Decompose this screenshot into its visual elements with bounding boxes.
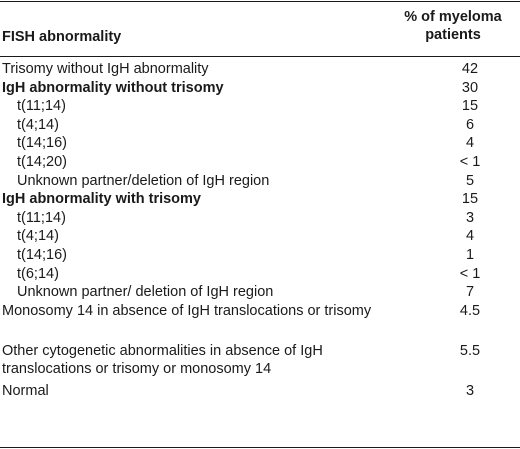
header-fish-abnormality: FISH abnormality [2, 29, 122, 45]
table-row: t(11;14) 15 [0, 97, 520, 116]
row-label: Unknown partner/ deletion of IgH region [17, 284, 274, 301]
table-row: t(4;14) 4 [0, 227, 520, 246]
row-label: t(14;20) [17, 153, 67, 170]
row-label: t(4;14) [17, 228, 59, 245]
row-label: Trisomy without IgH abnormality [2, 61, 209, 77]
table-row: t(14;20) < 1 [0, 153, 520, 172]
row-value: 5 [465, 172, 475, 189]
row-label: Normal [2, 382, 49, 399]
table-row: t(14;16) 4 [0, 134, 520, 153]
row-label: t(14;16) [17, 135, 67, 152]
row-label: Unknown partner/deletion of IgH region [17, 172, 270, 189]
row-value: < 1 [459, 153, 481, 170]
row-label: Other cytogenetic abnormalities in absen… [2, 342, 323, 377]
table-row: Normal 3 [0, 382, 520, 401]
header-percent-line1: % of myeloma [404, 9, 502, 25]
row-value: 1 [465, 246, 475, 263]
row-value: 3 [465, 209, 475, 226]
row-value: 6 [465, 116, 475, 133]
table-body: Trisomy without IgH abnormality 42 IgH abn… [0, 60, 520, 400]
table-row: t(6;14) < 1 [0, 265, 520, 284]
row-label: t(4;14) [17, 116, 59, 133]
row-label: IgH abnormality with trisomy [2, 191, 201, 208]
table-row: Unknown partner/deletion of IgH region 5 [0, 172, 520, 191]
row-value: 5.5 [459, 342, 481, 359]
row-label: t(11;14) [17, 98, 66, 115]
row-value: 42 [461, 61, 479, 77]
row-label: t(11;14) [17, 209, 66, 226]
row-value: 15 [461, 98, 479, 115]
table-row: IgH abnormality with trisomy 15 [0, 190, 520, 209]
row-label: t(6;14) [17, 265, 59, 282]
table-row: Trisomy without IgH abnormality 42 [0, 60, 520, 79]
table-row: t(4;14) 6 [0, 116, 520, 135]
table-row: Unknown partner/ deletion of IgH region 7 [0, 283, 520, 302]
row-value: 4.5 [459, 302, 481, 319]
header-rule [0, 56, 520, 57]
row-value: < 1 [459, 265, 481, 282]
top-rule [0, 1, 520, 2]
row-value: 3 [465, 382, 475, 399]
row-value: 15 [461, 191, 479, 208]
row-value: 4 [465, 228, 475, 245]
bottom-rule [0, 447, 520, 448]
row-value: 30 [461, 79, 479, 96]
header-percent-line2: patients [425, 27, 481, 43]
table-row: t(14;16) 1 [0, 246, 520, 265]
row-value: 7 [465, 284, 475, 301]
header-percent-patients: % of myeloma patients [398, 8, 508, 44]
row-value: 4 [465, 135, 475, 152]
row-label: IgH abnormality without trisomy [2, 79, 224, 96]
table-row: IgH abnormality without trisomy 30 [0, 79, 520, 98]
table-row: t(11;14) 3 [0, 209, 520, 228]
row-label: t(14;16) [17, 246, 67, 263]
table-row: Other cytogenetic abnormalities in absen… [0, 342, 520, 382]
row-label: Monosomy 14 in absence of IgH translocat… [2, 302, 372, 319]
table-row: Monosomy 14 in absence of IgH translocat… [0, 302, 520, 342]
